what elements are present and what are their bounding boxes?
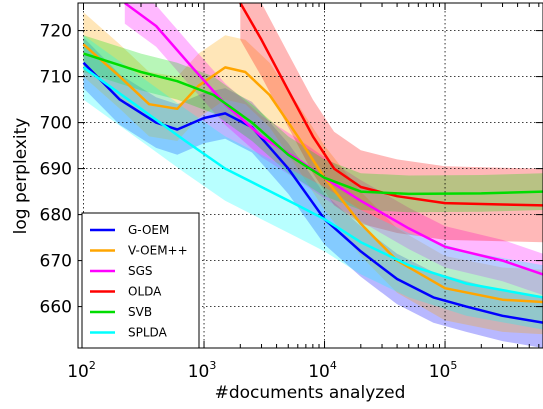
y-axis-label: log perplexity bbox=[11, 118, 31, 235]
legend-label: SGS bbox=[128, 264, 153, 278]
x-tick-label-exponent: 2 bbox=[89, 359, 96, 372]
y-tick-label: 680 bbox=[40, 206, 72, 226]
x-tick-label-base: 10 bbox=[429, 362, 451, 382]
y-tick-label: 710 bbox=[40, 68, 72, 88]
legend-box bbox=[81, 212, 200, 349]
legend-label: V-OEM++ bbox=[128, 244, 188, 258]
y-tick-label: 660 bbox=[40, 298, 72, 318]
x-axis-label: #documents analyzed bbox=[215, 383, 406, 403]
legend-label: SPLDA bbox=[128, 326, 168, 340]
legend-label: G-OEM bbox=[128, 223, 169, 237]
y-tick-label: 720 bbox=[40, 22, 72, 42]
x-tick-label-exponent: 4 bbox=[330, 359, 337, 372]
x-tick-label: 105 bbox=[429, 359, 458, 382]
series-line-olda bbox=[239, 3, 543, 207]
legend: G-OEM V-OEM++ SGS OLDA SVB SPLDA bbox=[81, 212, 200, 349]
series-line-v-oem- bbox=[82, 43, 543, 304]
band-sgs bbox=[124, 3, 543, 296]
legend-label: SVB bbox=[128, 305, 152, 319]
x-tick-label: 102 bbox=[67, 359, 96, 382]
band-olda bbox=[240, 3, 543, 243]
band-splda bbox=[83, 35, 543, 330]
y-tick-label: 670 bbox=[40, 252, 72, 272]
x-tick-label: 103 bbox=[188, 359, 217, 382]
series-line-splda bbox=[82, 66, 543, 299]
series-line-svb bbox=[83, 52, 543, 196]
band-v-oem- bbox=[83, 12, 543, 335]
x-tick-label-base: 10 bbox=[308, 362, 330, 382]
legend-label: OLDA bbox=[128, 285, 162, 299]
x-tick-label-exponent: 3 bbox=[209, 359, 216, 372]
x-tick-label-base: 10 bbox=[188, 362, 210, 382]
band-svb bbox=[83, 35, 543, 213]
x-tick-label: 104 bbox=[308, 359, 337, 382]
x-tick-label-base: 10 bbox=[67, 362, 89, 382]
y-tick-label: 700 bbox=[40, 114, 72, 134]
x-tick-label-exponent: 5 bbox=[450, 359, 457, 372]
y-tick-label: 690 bbox=[40, 160, 72, 180]
plot-frame bbox=[77, 2, 543, 349]
